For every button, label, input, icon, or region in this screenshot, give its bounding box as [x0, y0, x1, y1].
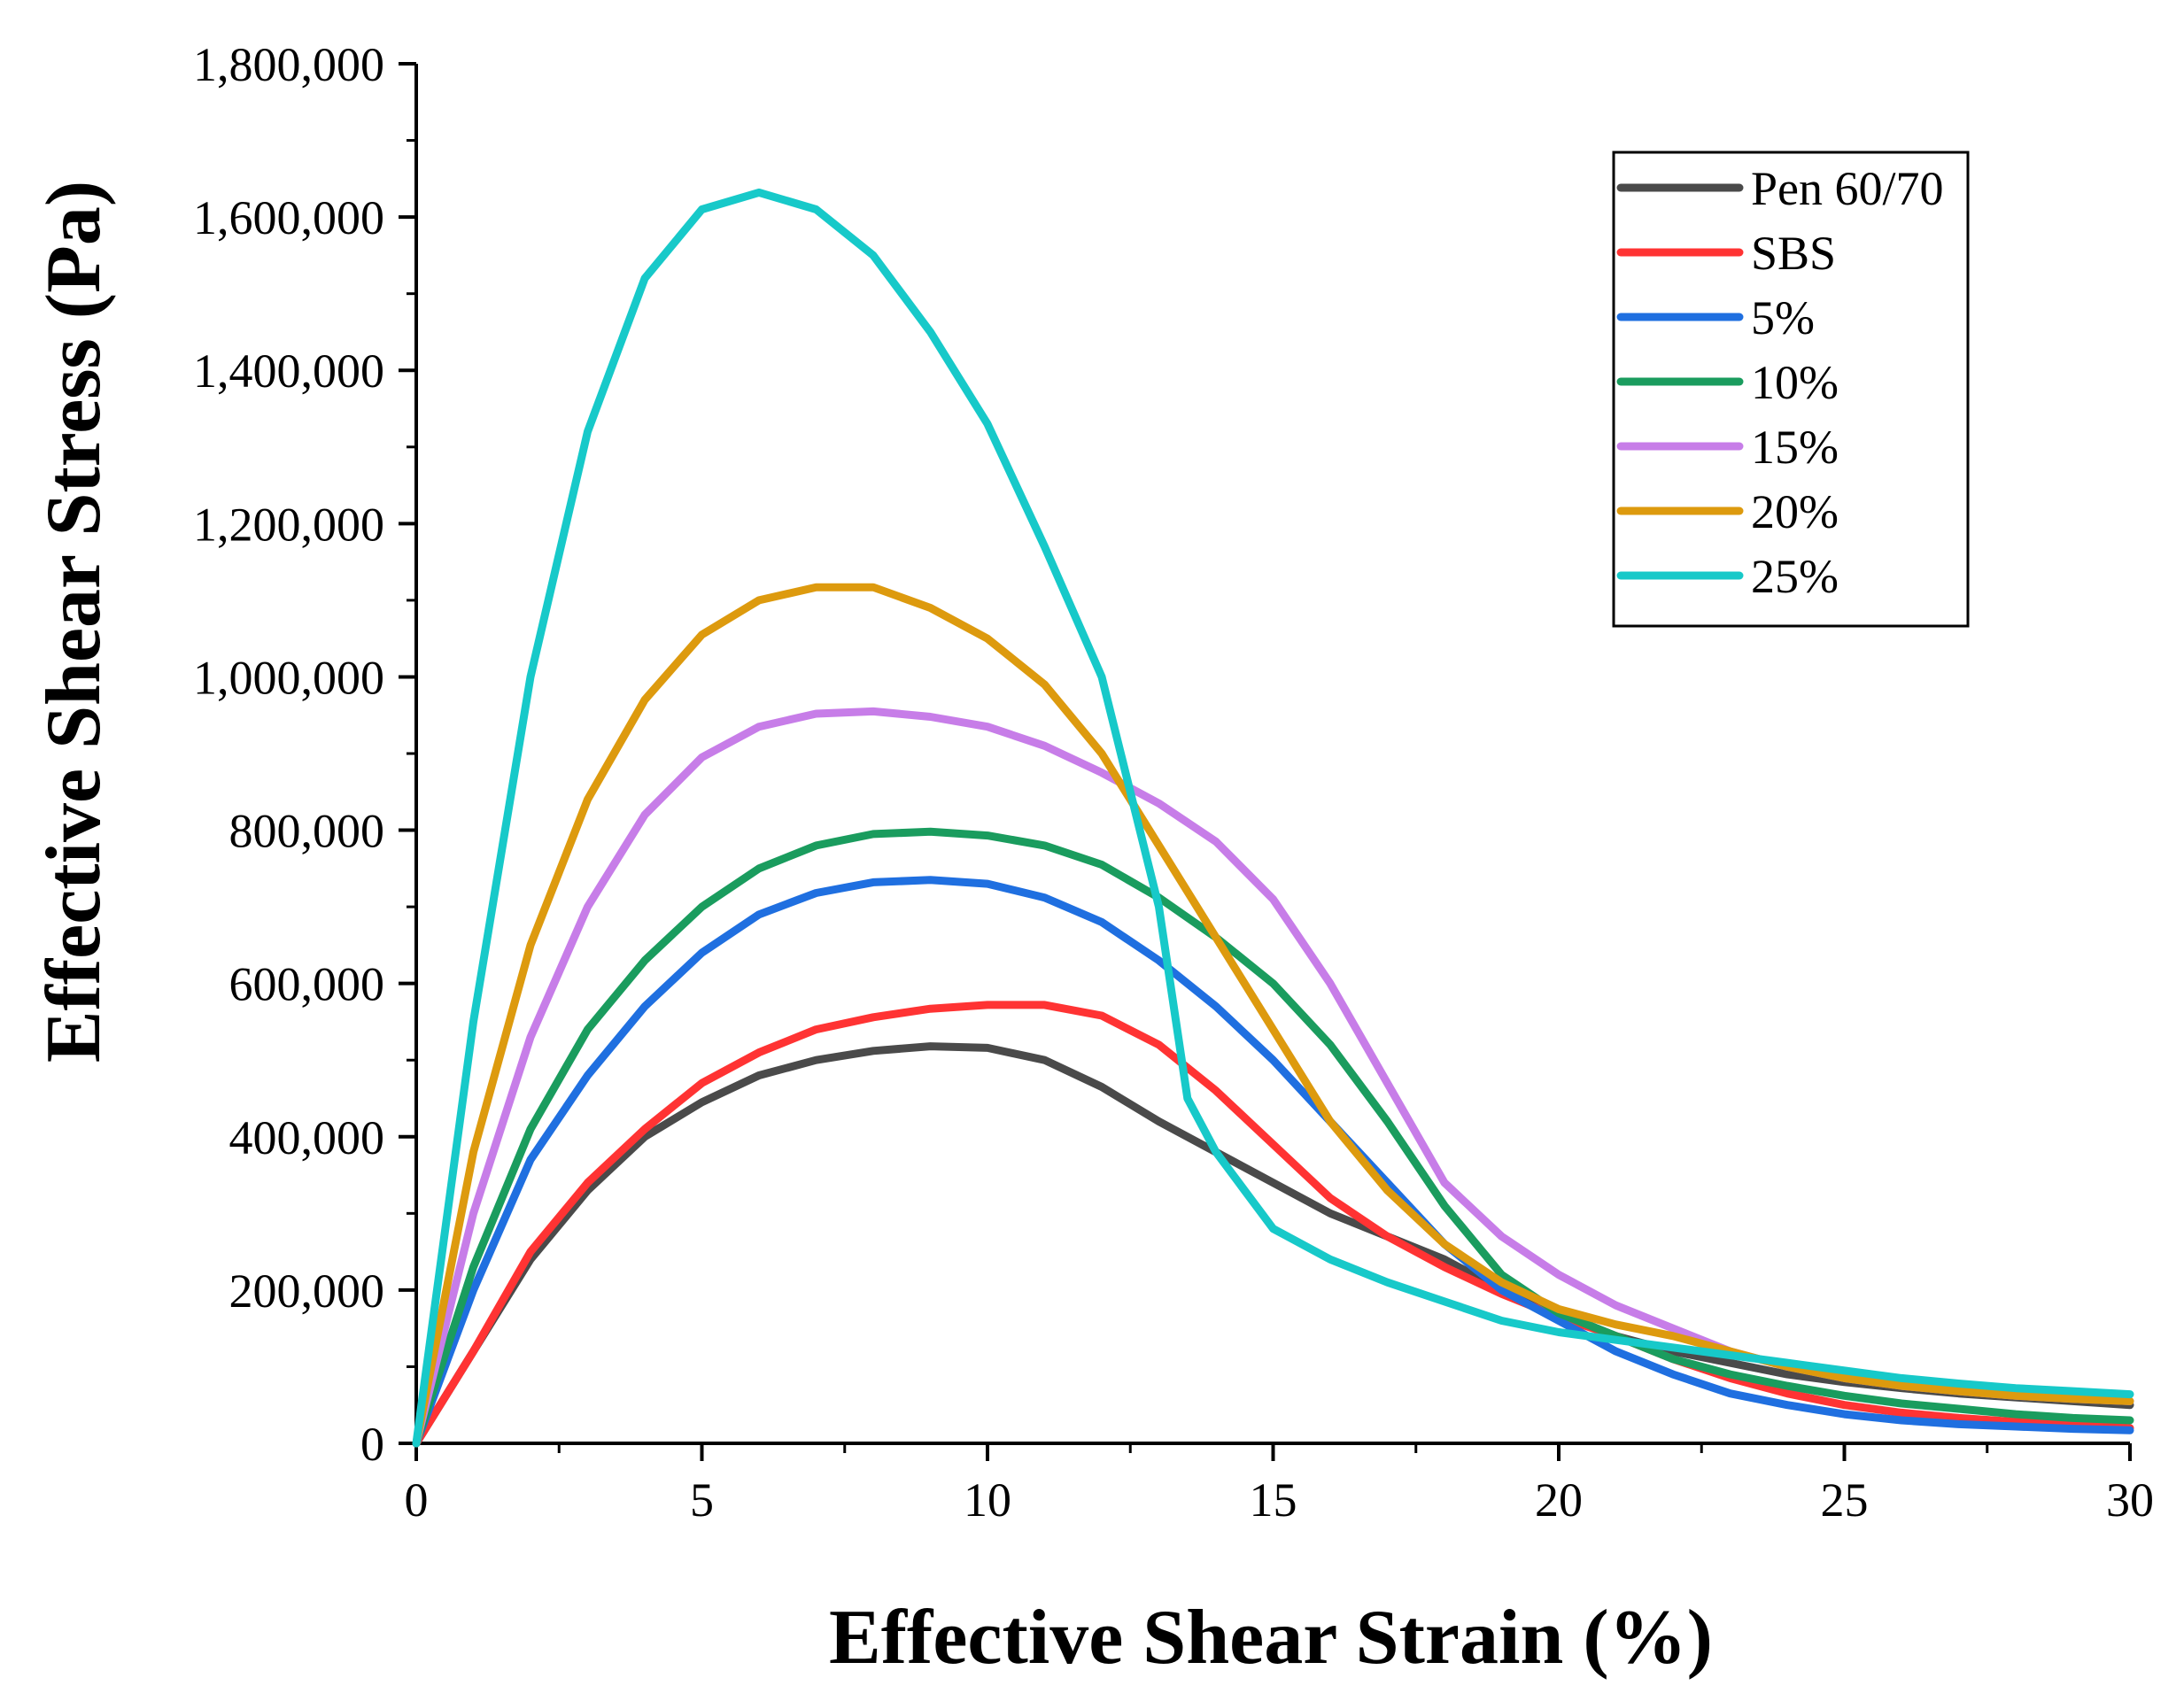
x-tick-label: 5 — [690, 1473, 714, 1527]
series-line-25 — [412, 188, 2134, 1448]
series-line-20 — [412, 583, 2134, 1448]
x-tick-label: 25 — [1821, 1473, 1869, 1527]
legend-label-5: 5% — [1751, 291, 1815, 344]
legend-label-pen-60-70: Pen 60/70 — [1751, 162, 1944, 215]
series-line-5 — [412, 876, 2134, 1448]
x-tick-label: 10 — [964, 1473, 1011, 1527]
legend-label-sbs: SBS — [1751, 227, 1836, 280]
y-tick-label: 1,400,000 — [193, 344, 384, 398]
legend-box — [1612, 151, 1970, 628]
axes: 0 5 10 15 20 25 30 0 200,000 400,000 600,000 800,00… — [193, 38, 2154, 1527]
series-line-10 — [412, 827, 2134, 1448]
y-tick-label: 800,000 — [229, 805, 385, 858]
legend-label-25: 25% — [1751, 550, 1839, 603]
y-tick-label: 1,600,000 — [193, 191, 384, 244]
legend-label-15: 15% — [1751, 421, 1839, 474]
x-tick-label: 30 — [2106, 1473, 2154, 1527]
legend-label-10: 10% — [1751, 356, 1839, 409]
y-tick-label: 1,800,000 — [193, 38, 384, 91]
y-tick-label: 1,000,000 — [193, 651, 384, 704]
series-line-15 — [412, 707, 2134, 1448]
legend-label-20: 20% — [1751, 485, 1839, 538]
x-tick-label: 20 — [1535, 1473, 1583, 1527]
y-tick-label: 1,200,000 — [193, 498, 384, 551]
series-line-sbs — [412, 1001, 2134, 1448]
y-tick-label: 600,000 — [229, 958, 385, 1011]
y-tick-label: 200,000 — [229, 1264, 385, 1318]
x-tick-label: 0 — [405, 1473, 429, 1527]
y-axis-title: Effective Shear Stress (Pa) — [31, 181, 117, 1063]
x-tick-label: 15 — [1250, 1473, 1297, 1527]
series-lines — [412, 188, 2134, 1448]
y-tick-label: 400,000 — [229, 1111, 385, 1164]
y-tick-label: 0 — [360, 1418, 384, 1471]
legend: Pen 60/70 SBS 5% 10% 15% 20% 25% — [1612, 151, 1970, 628]
x-axis-title: Effective Shear Strain (%) — [829, 1595, 1713, 1681]
